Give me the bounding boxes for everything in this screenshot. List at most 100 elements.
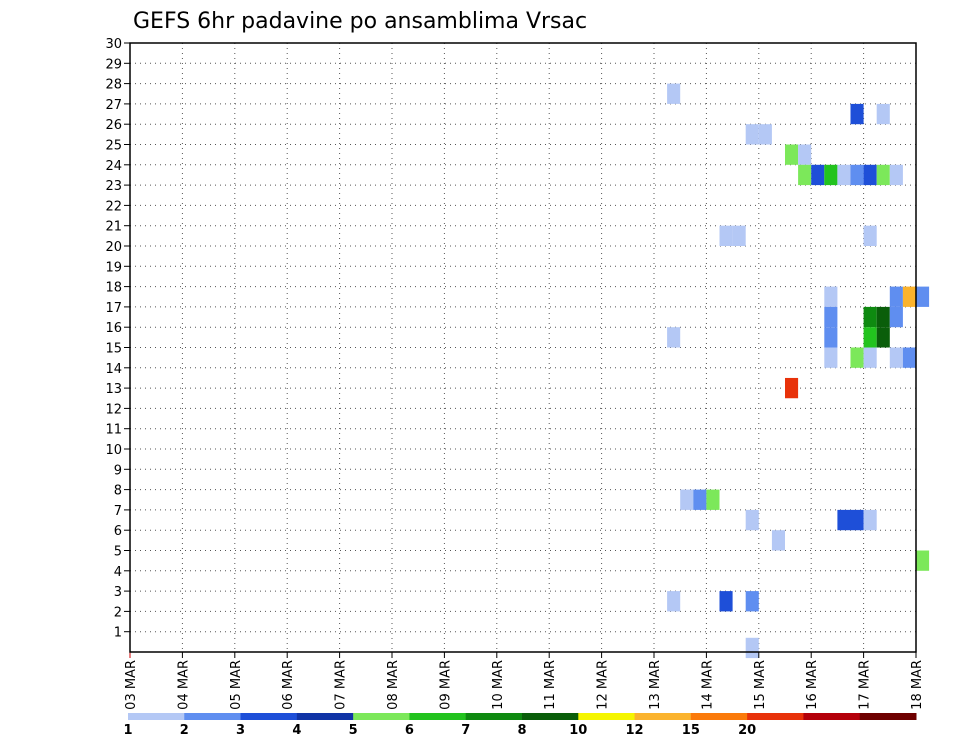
heatmap-cell — [680, 489, 694, 510]
grid-lines — [130, 42, 916, 652]
heatmap-cell — [824, 327, 838, 348]
colorbar-swatch — [128, 713, 185, 720]
y-tick-label: 7 — [114, 504, 122, 519]
heatmap-cell — [706, 489, 720, 510]
x-tick-label: 10 MAR — [491, 660, 506, 710]
colorbar-swatch — [409, 713, 467, 720]
colorbar-swatch — [634, 713, 692, 720]
colorbar-swatch — [859, 713, 917, 720]
heatmap-cell — [850, 164, 864, 186]
x-tick-label: 16 MAR — [805, 660, 820, 710]
heatmap-cell — [902, 347, 916, 368]
colorbar-label: 3 — [236, 723, 245, 738]
heatmap-cell — [785, 377, 799, 399]
heatmap-cell — [667, 327, 681, 348]
heatmap-cell — [863, 347, 877, 368]
heatmap-cells — [667, 83, 930, 659]
y-tick-label: 25 — [105, 139, 122, 154]
heatmap-cell — [863, 225, 877, 246]
colorbar-swatch — [803, 713, 861, 720]
y-tick-label: 15 — [105, 342, 122, 357]
colorbar-swatch — [690, 713, 748, 720]
y-tick-label: 19 — [105, 260, 122, 275]
y-tick-label: 27 — [105, 98, 122, 113]
heatmap-cell — [916, 286, 930, 307]
heatmap-cell — [863, 164, 877, 186]
y-tick-label: 4 — [114, 565, 122, 580]
colorbar-label: 10 — [569, 723, 587, 738]
colorbar-label: 4 — [292, 723, 301, 738]
heatmap-cell — [798, 144, 812, 165]
colorbar-swatch — [747, 713, 804, 720]
heatmap-cell — [889, 286, 903, 307]
heatmap-cell — [745, 637, 759, 659]
y-tick-label: 10 — [105, 443, 122, 458]
heatmap-cell — [876, 164, 890, 186]
axis-ticks: 1234567891011121314151617181920212223242… — [105, 37, 925, 710]
x-tick-label: 05 MAR — [229, 660, 244, 710]
y-tick-label: 24 — [105, 159, 122, 174]
y-tick-label: 23 — [105, 179, 122, 194]
heatmap-cell — [667, 591, 681, 612]
y-tick-label: 11 — [105, 423, 122, 438]
y-tick-label: 12 — [105, 402, 122, 417]
x-tick-label: 03 MAR — [124, 660, 139, 710]
x-tick-label: 07 MAR — [334, 660, 349, 710]
colorbar-swatch — [353, 713, 410, 720]
y-tick-label: 16 — [105, 321, 122, 336]
heatmap-cell — [837, 164, 851, 186]
y-tick-label: 28 — [105, 78, 122, 93]
heatmap-cell — [745, 124, 759, 145]
colorbar-label: 5 — [349, 723, 358, 738]
heatmap-cell — [876, 327, 890, 348]
colorbar-label: 15 — [682, 723, 700, 738]
heatmap-cell — [824, 286, 838, 307]
y-tick-label: 21 — [105, 220, 122, 235]
y-tick-label: 2 — [114, 605, 122, 620]
heatmap-cell — [785, 144, 799, 165]
x-tick-label: 06 MAR — [281, 660, 296, 710]
heatmap-cell — [850, 509, 864, 531]
y-tick-label: 30 — [105, 37, 122, 52]
colorbar-swatch — [296, 713, 354, 720]
heatmap-cell — [863, 306, 877, 328]
heatmap-cell — [850, 347, 864, 368]
heatmap-cell — [824, 306, 838, 328]
y-tick-label: 29 — [105, 57, 122, 72]
heatmap-cell — [719, 225, 733, 246]
colorbar-swatch — [240, 713, 298, 720]
x-tick-label: 08 MAR — [386, 660, 401, 710]
heatmap-cell — [902, 286, 916, 307]
x-tick-label: 17 MAR — [858, 660, 873, 710]
heatmap-cell — [811, 164, 825, 186]
y-tick-label: 14 — [105, 362, 122, 377]
heatmap-cell — [758, 124, 772, 145]
heatmap-cell — [798, 164, 812, 186]
y-tick-label: 6 — [114, 524, 122, 539]
colorbar-label: 6 — [405, 723, 414, 738]
heatmap-cell — [667, 83, 681, 104]
colorbar-label: 2 — [180, 723, 189, 738]
y-tick-label: 17 — [105, 301, 122, 316]
colorbar-swatch — [522, 713, 579, 720]
heatmap-cell — [889, 347, 903, 368]
heatmap-cell — [824, 347, 838, 368]
heatmap-cell — [693, 489, 707, 510]
x-tick-label: 18 MAR — [910, 660, 925, 710]
colorbar-label: 20 — [738, 723, 756, 738]
heatmap-cell — [732, 225, 746, 246]
x-tick-label: 12 MAR — [596, 660, 611, 710]
y-tick-label: 18 — [105, 281, 122, 296]
plot-frame — [129, 42, 917, 653]
colorbar-label: 12 — [626, 723, 644, 738]
heatmap-cell — [876, 103, 890, 125]
heatmap-cell — [863, 327, 877, 348]
colorbar: 1 2 3 4 5 6 7 8 10 12 15 20 — [123, 713, 917, 738]
y-tick-label: 20 — [105, 240, 122, 255]
heatmap-cell — [850, 103, 864, 125]
heatmap-cell — [889, 306, 903, 328]
colorbar-label: 8 — [517, 723, 526, 738]
x-tick-label: 13 MAR — [648, 660, 663, 710]
heatmap-cell — [916, 550, 930, 571]
